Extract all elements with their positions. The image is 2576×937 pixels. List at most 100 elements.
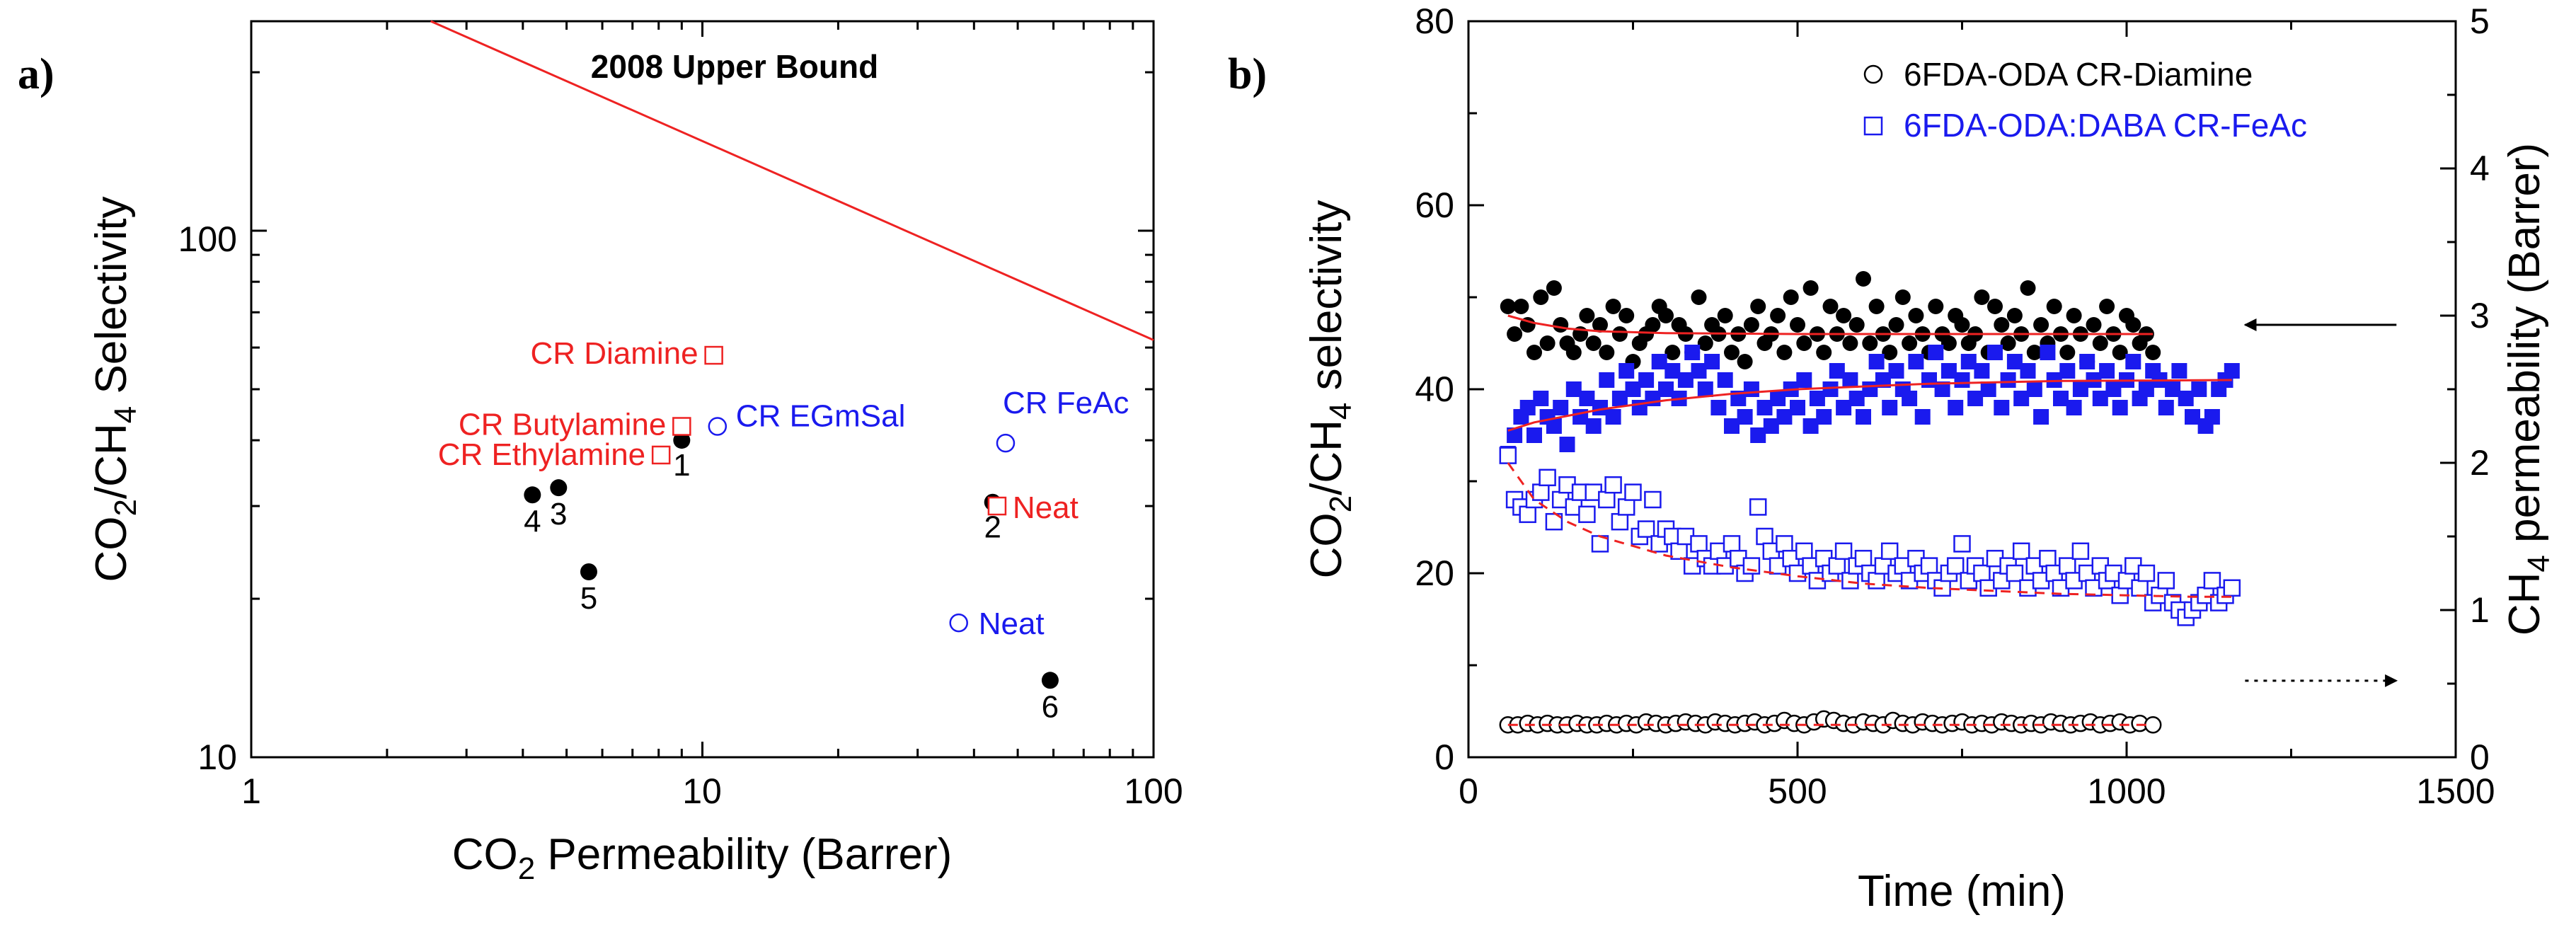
data-point (2033, 317, 2049, 333)
y2-tick-label: 1 (2470, 590, 2490, 630)
x-tick-label: 0 (1459, 771, 1478, 811)
data-point (1974, 363, 1990, 379)
data-point (1940, 363, 1957, 379)
data-point (651, 445, 671, 465)
data-point (2131, 579, 2149, 597)
data-point (1507, 326, 1523, 342)
data-point (1856, 409, 1871, 425)
data-point (2059, 557, 2076, 575)
data-point (1987, 345, 2003, 360)
data-point (1507, 427, 1523, 443)
data-point (2145, 345, 2161, 360)
data-point (1645, 317, 1661, 333)
data-point (1618, 308, 1635, 323)
data-point (1684, 345, 1701, 360)
data-point (2066, 308, 2082, 323)
data-point (1592, 400, 1608, 415)
panel-a-tick-labels: 1 10 100 10 100 (178, 219, 1183, 811)
data-point (1670, 542, 1688, 561)
data-point (1585, 418, 1602, 434)
data-point (1578, 505, 1596, 524)
fit-diamine-selectivity (1507, 314, 2154, 335)
data-point (2224, 363, 2240, 379)
data-point (2040, 345, 2056, 360)
data-point (2125, 317, 2141, 333)
data-point (2039, 549, 2057, 568)
data-point (2203, 572, 2221, 590)
data-point (2171, 363, 2187, 379)
data-point (1611, 326, 1628, 342)
data-point (1724, 418, 1740, 434)
data-point (1829, 363, 1845, 379)
data-label: Neat (1013, 490, 1079, 525)
data-point (1894, 289, 1911, 305)
data-point (1737, 354, 1753, 369)
data-point (1638, 372, 1655, 388)
data-point (1902, 391, 1918, 406)
legend-label-diamine: 6FDA-ODA CR-Diamine (1904, 56, 2253, 93)
upper-bound-line (430, 20, 1154, 341)
panel-a: a) 1 10 100 10 100 CO2 Permeability (Bar… (18, 20, 1183, 886)
data-point (2125, 354, 2141, 369)
y-tick-label: 60 (1415, 185, 1454, 225)
data-point (2006, 354, 2023, 369)
data-point (1783, 289, 1799, 305)
data-point (1697, 335, 1713, 351)
data-point (1848, 317, 1865, 333)
data-point (1743, 317, 1759, 333)
data-point (1737, 409, 1753, 425)
data-point (524, 486, 541, 504)
data-point (1934, 381, 1950, 397)
data-point (1724, 345, 1740, 360)
data-point (1513, 299, 1529, 314)
y2-tick-label: 0 (2470, 737, 2490, 777)
data-point (1553, 317, 1569, 333)
data-point (2012, 542, 2030, 561)
data-point (1875, 372, 1891, 388)
data-point (1856, 271, 1871, 287)
data-point (1565, 381, 1582, 397)
data-point (1836, 400, 1852, 415)
data-point (2059, 345, 2076, 360)
data-point (1750, 427, 1766, 443)
data-point (2006, 308, 2023, 323)
data-point (2112, 400, 2128, 415)
data-point (1862, 335, 1878, 351)
data-point (1691, 289, 1707, 305)
data-point (1842, 335, 1858, 351)
data-point (2138, 381, 2154, 397)
data-point (1553, 400, 1569, 415)
data-point (2137, 564, 2156, 582)
data-point (1658, 381, 1674, 397)
data-point (2006, 564, 2024, 582)
data-label: 2 (984, 510, 1001, 545)
data-point (1717, 308, 1733, 323)
data-point (2105, 381, 2122, 397)
data-point (1611, 512, 1629, 531)
data-point (1954, 372, 1970, 388)
panel-a-y-axis-title: CO2/CH4 Selectivity (87, 196, 143, 582)
data-point (2092, 335, 2108, 351)
data-point (1559, 437, 1575, 452)
data-label: CR Butylamine (459, 408, 666, 442)
data-point (2059, 363, 2076, 379)
data-point (1539, 468, 1556, 487)
data-point (1960, 354, 1977, 369)
fit-feac-selectivity (1507, 379, 2232, 432)
data-point (1940, 335, 1957, 351)
data-label: CR Diamine (530, 336, 698, 371)
data-point (1690, 535, 1708, 553)
data-point (1717, 372, 1733, 388)
data-point (1644, 490, 1662, 509)
panel-b-marks (1499, 271, 2398, 734)
data-point (1519, 505, 1536, 524)
data-point (1519, 400, 1536, 415)
data-label: 1 (673, 448, 690, 483)
fit-feac-permeability (1507, 462, 2232, 598)
data-point (1776, 535, 1793, 553)
y-tick-label: 10 (197, 737, 237, 777)
data-point (1809, 391, 1825, 406)
data-point (1539, 335, 1556, 351)
data-point (2046, 299, 2062, 314)
